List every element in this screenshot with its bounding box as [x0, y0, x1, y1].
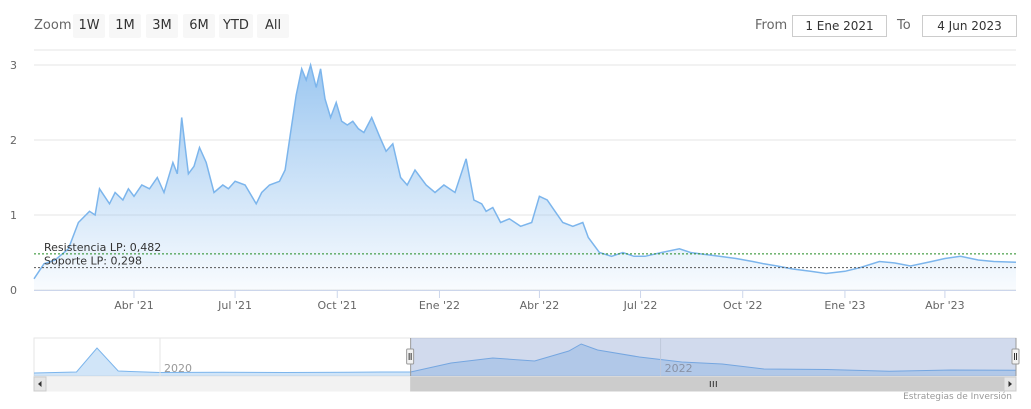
x-tick-label: Oct '21	[317, 299, 357, 312]
y-tick-label: 1	[10, 209, 17, 222]
x-tick-label: Abr '21	[114, 299, 154, 312]
y-tick-label: 0	[10, 284, 17, 297]
resistance-label: Resistencia LP: 0,482	[44, 241, 161, 254]
to-date-input[interactable]: 4 Jun 2023	[922, 15, 1017, 37]
x-tick-label: Oct '22	[723, 299, 763, 312]
zoom-1w-button[interactable]: 1W	[73, 14, 105, 38]
navigator-year-label: 2022	[665, 362, 693, 375]
from-date-input[interactable]: 1 Ene 2021	[792, 15, 887, 37]
zoom-3m-button[interactable]: 3M	[146, 14, 178, 38]
x-tick-label: Ene '23	[824, 299, 865, 312]
credits-text: Estrategias de Inversión	[903, 392, 1012, 402]
navigator-area	[34, 344, 1016, 376]
price-area	[34, 65, 1016, 290]
zoom-1m-button[interactable]: 1M	[109, 14, 141, 38]
navigator-selection	[410, 338, 1016, 376]
zoom-label: Zoom	[34, 18, 72, 33]
axes: 0 1 2 3 Abr '21 Jul '21 Oct '21 Ene '22 Abr '22 J…	[10, 59, 1016, 312]
navigator-left-handle[interactable]	[406, 348, 415, 365]
navigator[interactable]: 2020 2022	[33, 337, 1020, 392]
y-tick-label: 3	[10, 59, 17, 72]
arrow-right-icon	[1008, 381, 1012, 387]
navigator-background	[33, 337, 1017, 377]
from-label: From	[755, 18, 788, 33]
support-label: Soporte LP: 0,298	[44, 255, 142, 268]
x-tick-label: Abr '23	[925, 299, 965, 312]
price-line	[33, 62, 1017, 280]
x-tick-label: Abr '22	[520, 299, 560, 312]
y-tick-label: 2	[10, 134, 17, 147]
x-tick-label: Ene '22	[419, 299, 460, 312]
to-label: To	[897, 18, 911, 33]
x-tick-label: Jul '21	[217, 299, 252, 312]
price-series	[33, 62, 1017, 290]
navigator-line	[33, 343, 1017, 374]
zoom-all-button[interactable]: All	[257, 14, 289, 38]
zoom-ytd-button[interactable]: YTD	[219, 14, 253, 38]
navigator-right-handle[interactable]	[1011, 348, 1020, 365]
navigator-year-label: 2020	[164, 362, 192, 375]
x-tick-label: Jul '22	[623, 299, 658, 312]
arrow-left-icon	[38, 381, 42, 387]
zoom-6m-button[interactable]: 6M	[183, 14, 215, 38]
